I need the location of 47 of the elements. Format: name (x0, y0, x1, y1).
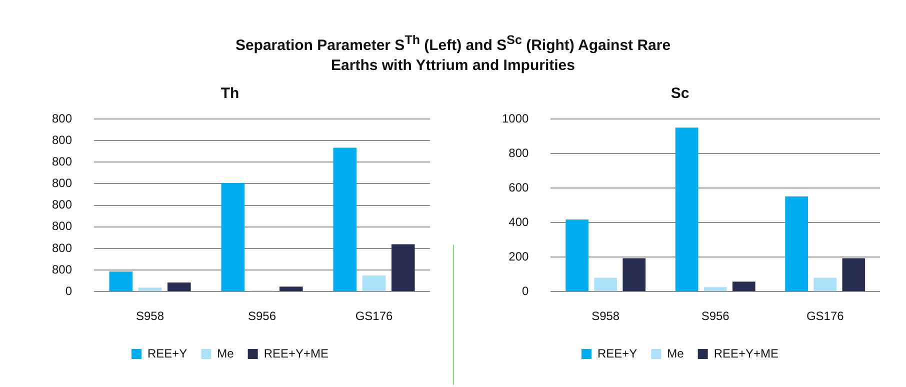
bar (362, 275, 386, 292)
legend-label: Me (217, 346, 234, 360)
bar (167, 282, 191, 292)
text: 800 (52, 132, 72, 147)
bar (594, 278, 617, 292)
x-tick-label: S956 (701, 309, 730, 324)
text: 800 (52, 262, 72, 276)
bar (391, 244, 415, 292)
bar (221, 183, 245, 292)
bar (138, 288, 162, 292)
bar (785, 196, 808, 292)
bar (842, 258, 866, 292)
legend-label: Me (667, 346, 684, 360)
text: 800 (52, 198, 72, 212)
y-tick-label: 600 (508, 180, 530, 194)
text: 800 (52, 176, 72, 190)
legend-label: REE+Y+ME (714, 346, 779, 360)
x-tick-label: S956 (248, 309, 276, 324)
bar (333, 148, 357, 292)
text: 800 (52, 219, 72, 234)
bar (566, 219, 588, 292)
legend-label: REE+Y+ME (264, 346, 329, 360)
text: Separation Parameter S$^{Th}$ (Left) and S$^{Sc}$ (Right) Against Rare Earths with Yttrium and Impurities (234, 32, 672, 76)
y-tick-label: 800 (508, 146, 530, 160)
y-tick-label: 400 (508, 214, 530, 229)
legend-label: REE+Y (597, 346, 638, 360)
x-tick-label: S958 (136, 309, 164, 324)
x-tick-label: GS176 (355, 309, 394, 324)
legend-label: REE+Y (147, 346, 188, 360)
text: 800 (52, 154, 72, 168)
y-tick-label: 200 (508, 249, 530, 264)
bar (704, 287, 727, 292)
bar (279, 286, 303, 292)
y-tick-label: 1000 (502, 111, 530, 126)
x-tick-label: GS176 (806, 309, 844, 324)
chart-title: Sc (670, 85, 690, 102)
bar (109, 271, 133, 292)
bar (622, 258, 646, 292)
text: 0 (65, 284, 72, 298)
bar (814, 278, 837, 292)
bar (675, 128, 698, 292)
bar (732, 282, 756, 292)
text: 800 (52, 240, 72, 255)
text: 800 (52, 111, 72, 126)
x-tick-label: S958 (592, 309, 620, 324)
chart-title: Th (220, 85, 240, 102)
y-tick-label: 0 (522, 284, 530, 298)
